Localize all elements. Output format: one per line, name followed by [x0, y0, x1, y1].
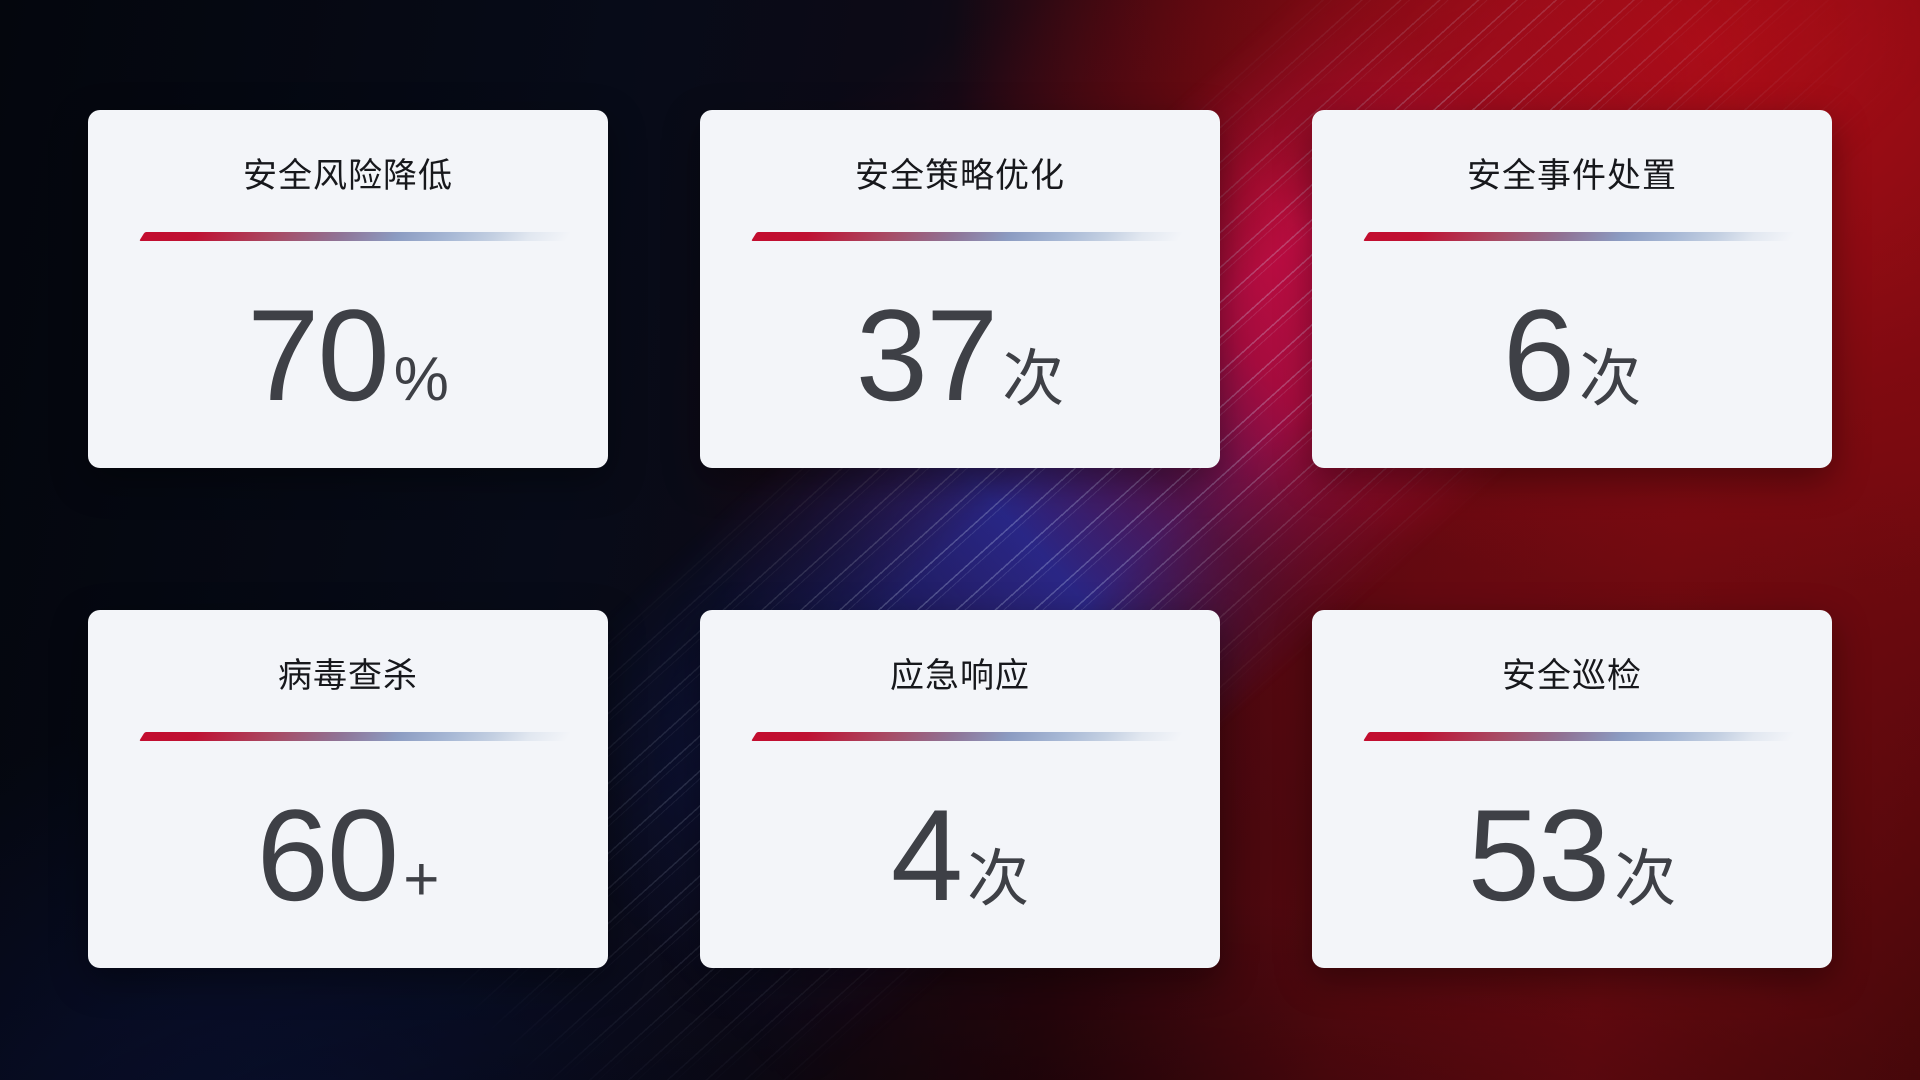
accent-divider-line [1363, 232, 1809, 241]
stat-card-title: 应急响应 [890, 657, 1030, 695]
stat-unit: 次 [967, 845, 1030, 914]
stat-value: 4 [890, 782, 963, 928]
accent-divider-line [139, 732, 585, 741]
stat-unit: 次 [1002, 345, 1065, 414]
stat-card-title: 安全策略优化 [855, 157, 1065, 195]
accent-divider-line [1363, 732, 1809, 741]
stat-card-title: 病毒查杀 [278, 657, 418, 695]
stat-card-title: 安全巡检 [1502, 657, 1642, 695]
stat-value-row: 53 次 [1312, 790, 1832, 920]
accent-divider-line [139, 232, 585, 241]
accent-divider-line [751, 232, 1197, 241]
stat-unit: 次 [1614, 845, 1677, 914]
stat-value-row: 70 % [88, 290, 608, 420]
stat-value-row: 6 次 [1312, 290, 1832, 420]
stat-unit: % [393, 345, 449, 414]
stat-card-virus-scan: 病毒查杀 60 + [88, 610, 608, 968]
stat-unit: 次 [1579, 345, 1642, 414]
stat-value: 53 [1467, 782, 1611, 928]
stat-card-security-policy-optimization: 安全策略优化 37 次 [700, 110, 1220, 468]
stat-card-grid: 安全风险降低 70 % 安全策略优化 37 次 安全事件处置 6 次 病毒查 [88, 110, 1832, 968]
stat-card-security-risk-reduction: 安全风险降低 70 % [88, 110, 608, 468]
stat-card-security-inspection: 安全巡检 53 次 [1312, 610, 1832, 968]
stat-value-row: 4 次 [700, 790, 1220, 920]
stat-value: 70 [247, 282, 390, 428]
stat-card-title: 安全事件处置 [1467, 157, 1677, 195]
stat-unit: + [403, 845, 440, 914]
accent-divider-line [751, 732, 1197, 741]
stat-value: 6 [1502, 282, 1575, 428]
stat-value-row: 60 + [88, 790, 608, 920]
stat-card-security-incident-handling: 安全事件处置 6 次 [1312, 110, 1832, 468]
stat-card-title: 安全风险降低 [243, 157, 453, 195]
stat-value-row: 37 次 [700, 290, 1220, 420]
stat-value: 60 [256, 782, 400, 928]
stat-card-emergency-response: 应急响应 4 次 [700, 610, 1220, 968]
stat-value: 37 [855, 282, 999, 428]
